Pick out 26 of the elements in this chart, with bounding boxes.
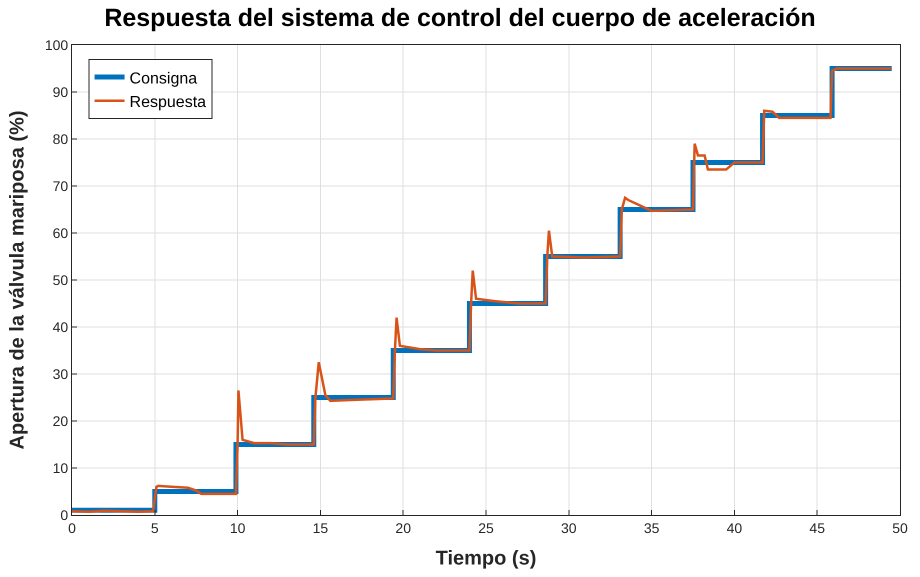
y-tick-label: 100 bbox=[44, 36, 68, 53]
x-tick-label: 5 bbox=[150, 520, 159, 536]
x-tick-label: 50 bbox=[892, 520, 908, 536]
y-tick-label: 80 bbox=[52, 130, 68, 147]
x-tick-label: 40 bbox=[726, 520, 742, 536]
y-tick-label: 20 bbox=[52, 412, 68, 429]
x-tick-label: 45 bbox=[809, 520, 826, 536]
chart-title: Respuesta del sistema de control del cuerpo de aceleración bbox=[104, 4, 816, 32]
y-tick-label: 90 bbox=[52, 84, 68, 100]
x-tick-label: 10 bbox=[230, 520, 246, 536]
legend-label: Consigna bbox=[130, 70, 198, 88]
y-tick-label: 10 bbox=[52, 460, 68, 476]
y-tick-label: 0 bbox=[60, 506, 68, 523]
x-axis-title: Tiempo (s) bbox=[436, 547, 536, 570]
y-tick-label: 30 bbox=[52, 366, 68, 382]
x-tick-label: 20 bbox=[395, 520, 412, 536]
x-tick-label: 35 bbox=[644, 520, 660, 536]
x-tick-label: 15 bbox=[312, 520, 328, 536]
y-tick-label: 40 bbox=[52, 318, 68, 335]
x-tick-label: 25 bbox=[478, 520, 494, 536]
y-tick-label: 50 bbox=[52, 272, 68, 288]
x-tick-label: 30 bbox=[561, 520, 577, 536]
y-axis-title: Apertura de la válvula mariposa (%) bbox=[6, 110, 28, 450]
y-tick-label: 60 bbox=[52, 224, 68, 241]
y-tick-label: 70 bbox=[52, 178, 68, 194]
legend-label: Respuesta bbox=[130, 94, 206, 112]
